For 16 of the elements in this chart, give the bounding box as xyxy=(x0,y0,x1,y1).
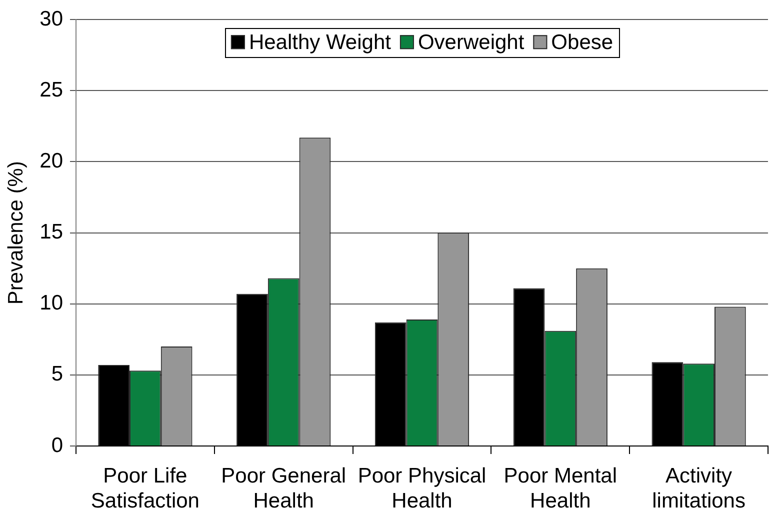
x-tick-label: Poor General Health xyxy=(221,464,346,513)
y-tick-label: 0 xyxy=(51,434,63,457)
y-tick-label: 5 xyxy=(51,362,63,386)
y-tick-label: 30 xyxy=(40,7,63,30)
y-tick-label: 10 xyxy=(40,292,63,315)
y-tick-label: 20 xyxy=(40,150,63,173)
x-tick-label: Poor Life Satisfaction xyxy=(90,464,200,513)
legend-label: Healthy Weight xyxy=(248,30,392,54)
x-tick-label: Poor Physical Health xyxy=(358,464,486,513)
legend-label: Obese xyxy=(551,30,614,54)
y-tick-label: 25 xyxy=(40,78,63,102)
y-tick-label: 15 xyxy=(40,220,63,244)
x-tick-label: Activity limitations xyxy=(652,464,746,513)
y-axis-title: Prevalence (%) xyxy=(4,161,28,305)
x-tick-label: Poor Mental Health xyxy=(504,464,618,513)
legend-label: Overweight xyxy=(418,30,524,54)
